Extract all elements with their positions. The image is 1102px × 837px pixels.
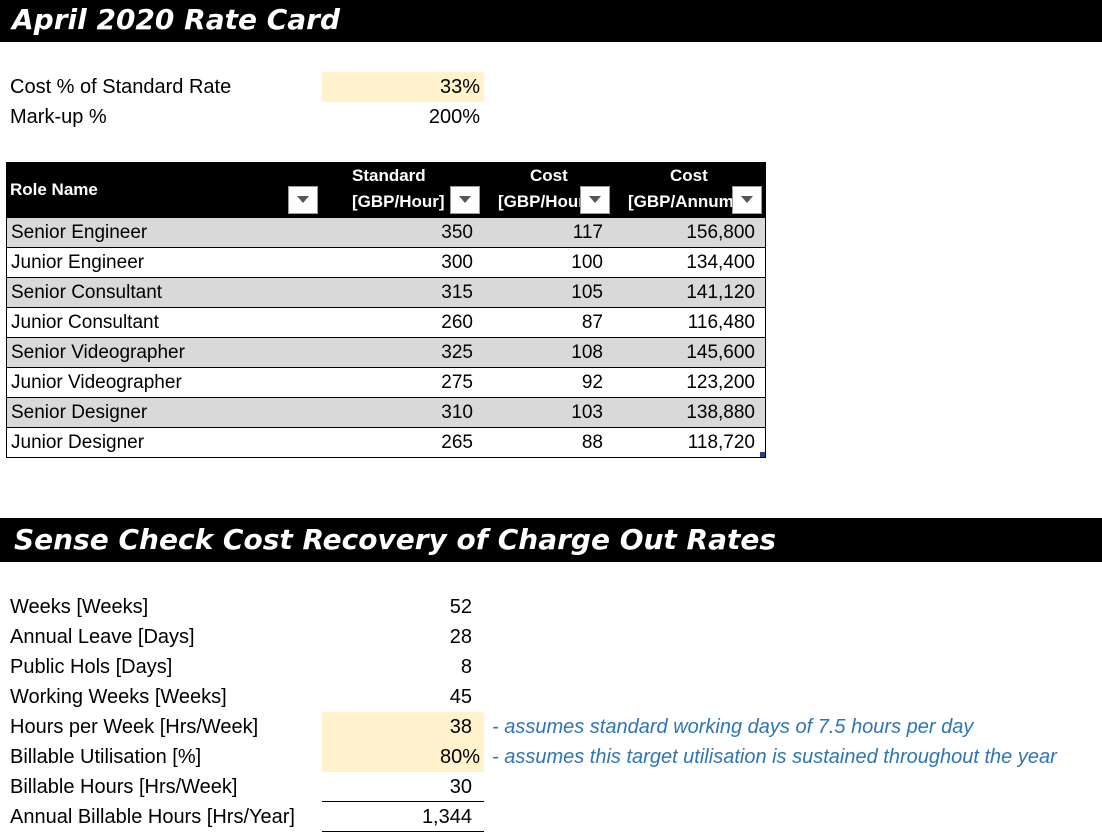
cell-cost-annum[interactable]: 118,720 — [687, 432, 755, 453]
table-body: Senior Engineer 350 117 156,800 Junior E… — [6, 218, 766, 458]
annual-billable-hours-value[interactable]: 1,344 — [421, 806, 472, 828]
cell-cost-annum[interactable]: 145,600 — [686, 342, 755, 363]
cell-cost-annum[interactable]: 141,120 — [686, 282, 755, 303]
table-row[interactable]: Senior Videographer 325 108 145,600 — [7, 338, 765, 368]
billable-hours-label: Billable Hours [Hrs/Week] — [10, 776, 238, 798]
page-title: April 2020 Rate Card — [12, 3, 341, 36]
table-row[interactable]: Junior Consultant 260 87 116,480 — [7, 308, 765, 338]
cell-cost-hour[interactable]: 100 — [571, 252, 603, 273]
rate-table: Role Name Standard [GBP/Hour] Cost [GBP/… — [6, 162, 766, 458]
filter-cost-annum-button[interactable] — [732, 186, 762, 214]
cell-role[interactable]: Senior Consultant — [11, 282, 163, 303]
cell-standard[interactable]: 325 — [441, 342, 473, 363]
hours-per-week-label: Hours per Week [Hrs/Week] — [10, 716, 259, 738]
cell-role[interactable]: Senior Designer — [11, 402, 148, 423]
cell-standard[interactable]: 300 — [441, 252, 473, 273]
triangle-down-icon — [459, 196, 471, 203]
cost-pct-input[interactable]: 33% — [322, 72, 484, 102]
subtotal-underline — [322, 801, 484, 802]
cell-standard[interactable]: 350 — [441, 222, 473, 243]
cost-pct-label: Cost % of Standard Rate — [10, 76, 232, 98]
annual-leave-value[interactable]: 28 — [449, 626, 472, 648]
cell-cost-hour[interactable]: 88 — [581, 432, 603, 453]
cell-standard[interactable]: 275 — [441, 372, 473, 393]
cell-role[interactable]: Senior Videographer — [11, 342, 185, 363]
billable-utilisation-label: Billable Utilisation [%] — [10, 746, 202, 768]
public-hols-label: Public Hols [Days] — [10, 656, 173, 678]
cell-role[interactable]: Junior Engineer — [11, 252, 145, 273]
billable-utilisation-input[interactable]: 80% — [322, 742, 484, 772]
section-title-banner: Sense Check Cost Recovery of Charge Out … — [0, 518, 1102, 562]
cell-role[interactable]: Junior Designer — [11, 432, 145, 453]
annual-billable-hours-label: Annual Billable Hours [Hrs/Year] — [10, 806, 295, 828]
weeks-label: Weeks [Weeks] — [10, 596, 149, 618]
table-row[interactable]: Senior Consultant 315 105 141,120 — [7, 278, 765, 308]
cell-cost-annum[interactable]: 134,400 — [686, 252, 755, 273]
cell-cost-hour[interactable]: 105 — [571, 282, 603, 303]
header-standard-line2: [GBP/Hour] — [352, 192, 445, 211]
markup-label: Mark-up % — [10, 106, 107, 128]
cell-standard[interactable]: 260 — [441, 312, 473, 333]
cell-cost-hour[interactable]: 108 — [571, 342, 603, 363]
cell-cost-annum[interactable]: 116,480 — [687, 312, 755, 333]
weeks-value[interactable]: 52 — [449, 596, 472, 618]
header-cost-annum-line1: Cost — [670, 166, 708, 185]
header-standard-line1: Standard — [352, 166, 426, 185]
working-weeks-label: Working Weeks [Weeks] — [10, 686, 227, 708]
table-row[interactable]: Junior Engineer 300 100 134,400 — [7, 248, 765, 278]
cell-role[interactable]: Junior Videographer — [11, 372, 182, 393]
annual-leave-label: Annual Leave [Days] — [10, 626, 195, 648]
billable-utilisation-note: - assumes this target utilisation is sus… — [492, 746, 1057, 768]
page-title-banner: April 2020 Rate Card — [0, 0, 1102, 42]
triangle-down-icon — [297, 196, 309, 203]
cell-cost-hour[interactable]: 117 — [572, 222, 603, 243]
table-resize-handle[interactable] — [760, 452, 765, 457]
cell-cost-annum[interactable]: 156,800 — [686, 222, 755, 243]
public-hols-value[interactable]: 8 — [460, 656, 472, 678]
header-cost-hour-line1: Cost — [530, 166, 568, 185]
table-row[interactable]: Senior Engineer 350 117 156,800 — [7, 218, 765, 248]
table-header: Role Name Standard [GBP/Hour] Cost [GBP/… — [6, 162, 766, 218]
hours-per-week-input[interactable]: 38 — [322, 712, 484, 742]
cell-cost-hour[interactable]: 87 — [581, 312, 603, 333]
triangle-down-icon — [589, 196, 601, 203]
billable-hours-value[interactable]: 30 — [449, 776, 472, 798]
markup-value[interactable]: 200% — [428, 106, 480, 128]
cell-standard[interactable]: 310 — [441, 402, 473, 423]
hours-per-week-note: - assumes standard working days of 7.5 h… — [492, 716, 974, 738]
cell-standard[interactable]: 265 — [441, 432, 473, 453]
cell-cost-annum[interactable]: 138,880 — [686, 402, 755, 423]
filter-standard-button[interactable] — [450, 186, 480, 214]
cell-role[interactable]: Senior Engineer — [11, 222, 148, 243]
filter-role-button[interactable] — [288, 186, 318, 214]
table-row[interactable]: Junior Videographer 275 92 123,200 — [7, 368, 765, 398]
filter-cost-hour-button[interactable] — [580, 186, 610, 214]
triangle-down-icon — [741, 196, 753, 203]
cell-cost-hour[interactable]: 92 — [581, 372, 603, 393]
total-underline — [322, 831, 484, 832]
table-row[interactable]: Junior Designer 265 88 118,720 — [7, 428, 765, 458]
cell-role[interactable]: Junior Consultant — [11, 312, 159, 333]
header-role: Role Name — [10, 180, 98, 199]
cell-cost-hour[interactable]: 103 — [571, 402, 603, 423]
cell-standard[interactable]: 315 — [441, 282, 473, 303]
header-cost-hour-line2: [GBP/Hour] — [498, 192, 580, 211]
header-cost-annum-line2: [GBP/Annum] — [628, 192, 732, 211]
cell-cost-annum[interactable]: 123,200 — [686, 372, 755, 393]
working-weeks-value[interactable]: 45 — [449, 686, 472, 708]
section-title: Sense Check Cost Recovery of Charge Out … — [14, 523, 777, 556]
table-row[interactable]: Senior Designer 310 103 138,880 — [7, 398, 765, 428]
